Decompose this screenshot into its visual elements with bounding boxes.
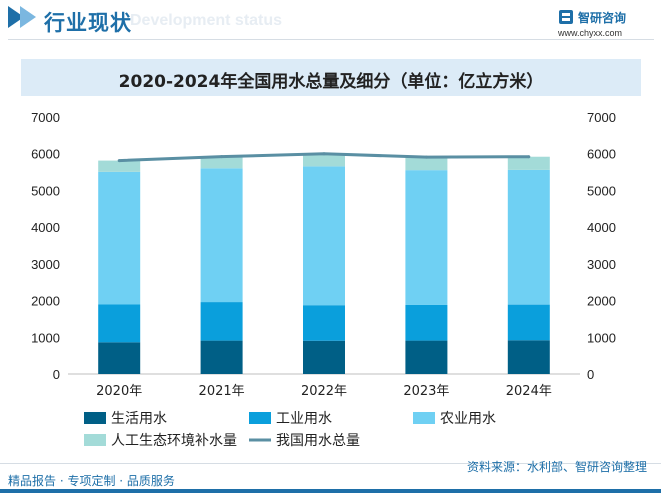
bar-segment-agriculture	[200, 168, 243, 303]
bar-segment-industry	[200, 302, 243, 341]
bar-segment-ecology	[405, 157, 448, 171]
x-tick-label: 2024年	[506, 384, 552, 399]
legend-label-ecology: 人工生态环境补水量	[111, 433, 237, 449]
total-line-point	[424, 155, 428, 159]
header-watermark-subtitle: Development status	[130, 12, 283, 29]
header-divider	[8, 39, 654, 40]
brand-name: 智研咨询	[578, 11, 627, 25]
footer-divider	[0, 463, 661, 464]
brand-logo: 智研咨询 www.chyxx.com	[546, 6, 658, 42]
page-title: 行业现状	[44, 11, 132, 35]
y-tick-label-left: 2000	[31, 294, 60, 309]
bar-segment-industry	[98, 304, 141, 343]
data-source-note: 资料来源：水利部、智研咨询整理	[466, 460, 647, 474]
bar-segment-agriculture	[303, 166, 345, 306]
legend-label-agriculture: 农业用水	[440, 411, 496, 427]
y-tick-label-left: 7000	[31, 110, 60, 125]
bar-segment-industry	[405, 304, 448, 341]
total-line-point	[117, 159, 121, 163]
header-arrow-icon	[8, 6, 36, 28]
x-tick-label: 2022年	[301, 384, 347, 399]
legend-swatch-agriculture	[413, 412, 435, 424]
bar-segment-ecology	[98, 160, 141, 172]
y-tick-label-right: 3000	[587, 257, 616, 272]
x-tick-label: 2021年	[199, 384, 245, 399]
y-tick-label-left: 3000	[31, 257, 60, 272]
bar-segment-industry	[303, 305, 345, 341]
y-tick-label-right: 2000	[587, 294, 616, 309]
total-line-point	[322, 152, 326, 156]
bar-segment-ecology	[507, 156, 550, 170]
y-tick-label-left: 6000	[31, 147, 60, 162]
y-tick-label-right: 7000	[587, 110, 616, 125]
y-tick-label-right: 1000	[587, 330, 616, 345]
x-tick-label: 2020年	[96, 384, 142, 399]
chart-title: 2020-2024年全国用水总量及细分（单位：亿立方米）	[118, 72, 544, 92]
bar-segment-ecology	[200, 156, 243, 169]
bar-segment-agriculture	[98, 171, 141, 305]
bar-segment-living	[303, 340, 345, 374]
chart-title-banner: 2020-2024年全国用水总量及细分（单位：亿立方米）	[21, 59, 641, 96]
y-tick-label-right: 6000	[587, 147, 616, 162]
legend-swatch-ecology	[84, 434, 106, 446]
legend-swatch-industry	[249, 412, 271, 424]
legend-swatch-living	[84, 412, 106, 424]
bar-segment-agriculture	[507, 169, 550, 305]
y-tick-label-left: 5000	[31, 183, 60, 198]
footer-accent-bar	[0, 489, 661, 493]
brand-url[interactable]: www.chyxx.com	[558, 28, 623, 38]
y-tick-label-left: 0	[53, 367, 60, 382]
y-tick-label-left: 1000	[31, 330, 60, 345]
x-tick-label: 2023年	[403, 384, 449, 399]
bar-segment-living	[507, 340, 550, 374]
total-line-point	[527, 155, 531, 159]
y-tick-label-right: 4000	[587, 220, 616, 235]
legend-label-industry: 工业用水	[276, 411, 332, 427]
footer-tagline: 精品报告 · 专项定制 · 品质服务	[8, 474, 175, 488]
bar-segment-living	[405, 340, 448, 374]
y-tick-label-left: 4000	[31, 220, 60, 235]
bar-segment-agriculture	[405, 170, 448, 305]
total-line-point	[220, 155, 224, 159]
bar-segment-industry	[507, 304, 550, 341]
y-tick-label-right: 0	[587, 367, 594, 382]
legend-label-living: 生活用水	[111, 411, 167, 427]
brand-logo-icon	[559, 10, 573, 24]
bar-segment-living	[200, 340, 243, 374]
legend-label-total_line: 我国用水总量	[276, 433, 360, 449]
y-tick-label-right: 5000	[587, 183, 616, 198]
bar-segment-ecology	[303, 153, 345, 167]
bar-segment-living	[98, 342, 141, 374]
